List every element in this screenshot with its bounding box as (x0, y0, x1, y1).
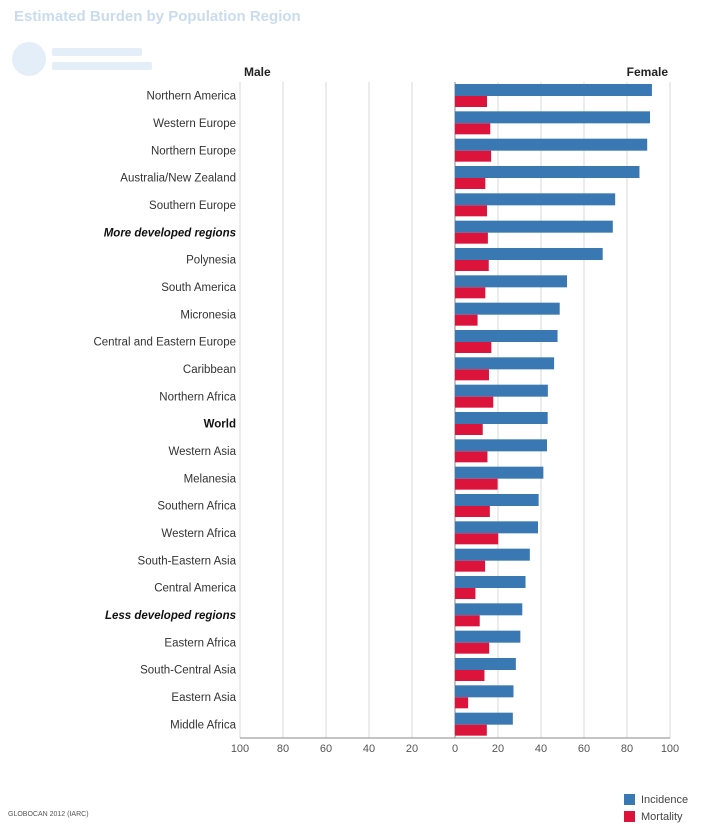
header-title: Estimated Burden by Population Region (14, 8, 301, 25)
bar-incidence (455, 357, 555, 370)
bar-mortality (455, 232, 488, 244)
x-tick-label: 40 (363, 743, 375, 755)
category-label: More developed regions (104, 227, 236, 239)
x-tick-label: 20 (406, 743, 418, 755)
organization-logo (12, 40, 157, 76)
category-label: South America (161, 282, 236, 294)
female-side-label: Female (627, 65, 669, 79)
category-label: Less developed regions (105, 610, 236, 622)
category-label: Australia/New Zealand (120, 173, 236, 185)
bar-incidence (455, 275, 568, 288)
bar-mortality (455, 506, 490, 517)
category-label: Central America (154, 583, 236, 595)
male-side-label: Male (244, 65, 271, 79)
bar-mortality (455, 615, 480, 627)
bar-incidence (455, 521, 538, 534)
bar-chart: 100 80 60 40 20 0 20 40 60 80 100 Male Female Norther… (93, 65, 679, 755)
x-tick-label: 80 (277, 743, 289, 755)
logo-text-line (52, 62, 152, 70)
bar-mortality (455, 178, 486, 189)
legend-item-incidence: Incidence (624, 791, 688, 808)
bar-incidence (455, 658, 516, 670)
bar-incidence (455, 494, 539, 506)
bar-incidence (455, 193, 616, 206)
bar-incidence (455, 712, 513, 725)
bar-mortality (455, 314, 478, 326)
bar-mortality (455, 123, 491, 135)
x-tick-label: 20 (492, 743, 504, 755)
bar-incidence (455, 111, 651, 124)
category-label: World (204, 419, 236, 431)
bar-incidence (455, 548, 530, 561)
bar-incidence (455, 603, 523, 616)
footer-source: GLOBOCAN 2012 (IARC) (8, 811, 89, 818)
category-label: Southern Europe (149, 200, 236, 212)
category-label: Polynesia (186, 255, 236, 267)
x-tick-label: 40 (535, 743, 547, 755)
category-label: Micronesia (180, 309, 236, 321)
category-label: Western Asia (168, 446, 236, 458)
bar-mortality (455, 424, 483, 435)
legend-label-mortality: Mortality (641, 810, 683, 823)
x-tick-label: 60 (578, 743, 590, 755)
bar-incidence (455, 302, 560, 315)
legend-swatch-mortality (624, 811, 635, 822)
bar-incidence (455, 248, 603, 260)
category-label: Caribbean (183, 364, 236, 376)
bar-mortality (455, 205, 488, 217)
category-label: Northern Africa (159, 391, 236, 403)
bar-mortality (455, 697, 469, 709)
category-label: Western Africa (161, 528, 236, 540)
category-label: South-Eastern Asia (138, 555, 237, 567)
bar-mortality (455, 369, 489, 381)
category-label: Southern Africa (157, 501, 236, 513)
bar-mortality (455, 588, 476, 599)
category-label: Central and Eastern Europe (93, 337, 236, 349)
chart-legend: Incidence Mortality (624, 791, 688, 825)
bar-mortality (455, 451, 488, 463)
bar-mortality (455, 724, 487, 736)
bar-mortality (455, 342, 492, 353)
bar-incidence (455, 576, 526, 588)
category-label: Eastern Asia (171, 692, 236, 704)
x-tick-label: 80 (621, 743, 633, 755)
globe-icon (12, 42, 46, 76)
bar-mortality (455, 560, 486, 572)
bar-mortality (455, 396, 494, 408)
bar-incidence (455, 138, 648, 151)
bar-mortality (455, 150, 492, 162)
category-label: Eastern Africa (164, 637, 236, 649)
legend-label-incidence: Incidence (641, 793, 689, 806)
bar-incidence (455, 220, 613, 233)
bar-incidence (455, 330, 558, 342)
bar-mortality (455, 260, 489, 271)
legend-swatch-incidence (624, 794, 635, 805)
bar-incidence (455, 166, 640, 178)
category-label: Western Europe (153, 118, 236, 130)
bar-incidence (455, 685, 514, 698)
bar-mortality (455, 642, 490, 654)
x-tick-label: 100 (661, 743, 679, 755)
bar-mortality (455, 96, 488, 107)
bar-incidence (455, 466, 544, 479)
bar-incidence (455, 439, 548, 452)
bar-incidence (455, 84, 652, 96)
category-label: Northern America (147, 91, 237, 103)
bar-incidence (455, 384, 548, 397)
category-label: South-Central Asia (140, 665, 236, 677)
logo-text-line (52, 48, 142, 56)
bar-mortality (455, 533, 499, 545)
bar-incidence (455, 630, 521, 643)
x-tick-label: 60 (320, 743, 332, 755)
category-label: Middle Africa (170, 719, 236, 731)
x-tick-label: 0 (452, 743, 458, 755)
category-label: Melanesia (184, 473, 237, 485)
bar-mortality (455, 478, 498, 490)
bar-mortality (455, 287, 486, 299)
category-label: Northern Europe (151, 145, 236, 157)
legend-item-mortality: Mortality (624, 808, 688, 825)
x-tick-label: 100 (231, 743, 249, 755)
bar-mortality (455, 670, 485, 681)
bar-incidence (455, 412, 548, 424)
